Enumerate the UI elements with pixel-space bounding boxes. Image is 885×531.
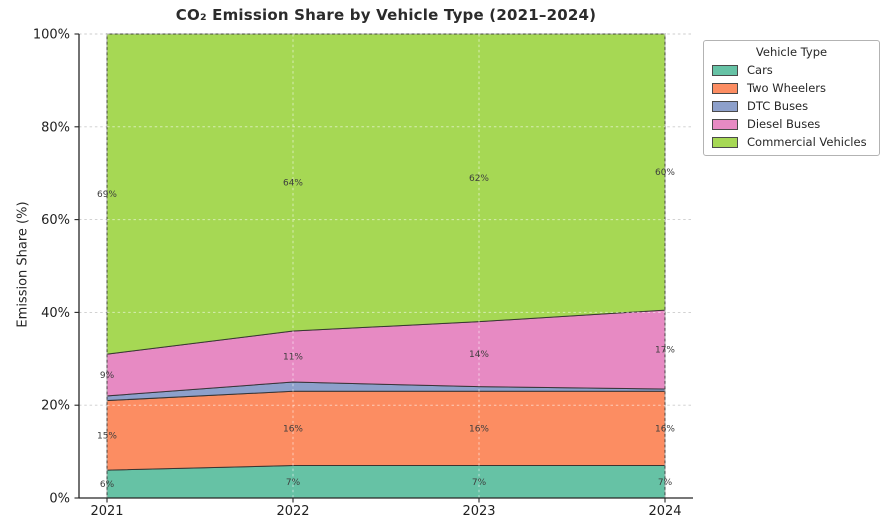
legend-swatch-two-wheelers (712, 82, 738, 94)
band-label-cars-2024: 7% (658, 478, 673, 488)
x-tick-label: 2023 (462, 504, 495, 519)
band-label-two-wheelers-2023: 16% (469, 424, 489, 434)
y-tick-label: 100% (33, 28, 70, 43)
area-commercial-vehicles (106, 33, 666, 355)
x-tick-label: 2022 (276, 504, 309, 519)
legend-swatch-dtc-buses (712, 100, 738, 112)
band-label-commercial-vehicles-2022: 64% (283, 178, 303, 188)
band-label-cars-2023: 7% (472, 478, 487, 488)
band-label-cars-2022: 7% (286, 478, 301, 488)
legend-label: DTC Buses (747, 99, 809, 113)
band-label-commercial-vehicles-2021: 69% (97, 190, 117, 200)
band-label-diesel-buses-2021: 9% (100, 371, 115, 381)
legend-label: Cars (747, 63, 773, 77)
legend-items: Cars Two Wheelers DTC Buses Diesel Buses Com… (712, 63, 871, 149)
axes: 0% 20% 40% 60% 80% 100% 2021 2022 2023 2024 (33, 28, 693, 519)
band-label-two-wheelers-2022: 16% (283, 424, 303, 434)
legend-item-cars: Cars (712, 63, 871, 77)
area-two-wheelers (106, 390, 666, 471)
legend-swatch-commercial-vehicles (712, 136, 738, 148)
x-tick-label: 2021 (90, 504, 123, 519)
band-label-diesel-buses-2022: 11% (283, 352, 303, 362)
legend-item-diesel-buses: Diesel Buses (712, 117, 871, 131)
band-label-two-wheelers-2024: 16% (655, 424, 675, 434)
legend: Vehicle Type Cars Two Wheelers DTC Buses Di… (703, 40, 880, 156)
y-tick-label: 20% (41, 399, 70, 414)
legend-swatch-cars (712, 64, 738, 76)
band-label-diesel-buses-2024: 17% (655, 346, 675, 356)
y-tick-label: 80% (41, 120, 70, 135)
legend-label: Commercial Vehicles (747, 135, 867, 149)
band-label-commercial-vehicles-2023: 62% (469, 174, 489, 184)
band-label-cars-2021: 6% (100, 480, 115, 490)
legend-item-dtc-buses: DTC Buses (712, 99, 871, 113)
areas (106, 33, 666, 499)
band-label-commercial-vehicles-2024: 60% (655, 168, 675, 178)
band-label-diesel-buses-2023: 14% (469, 350, 489, 360)
chart-title: CO₂ Emission Share by Vehicle Type (2021… (175, 6, 597, 24)
legend-item-commercial-vehicles: Commercial Vehicles (712, 135, 871, 149)
y-tick-label: 60% (41, 213, 70, 228)
y-tick-label: 40% (41, 306, 70, 321)
legend-title: Vehicle Type (755, 45, 828, 59)
legend-label: Diesel Buses (747, 117, 821, 131)
legend-swatch-diesel-buses (712, 118, 738, 130)
legend-item-two-wheelers: Two Wheelers (712, 81, 871, 95)
band-labels: 6% 7% 7% 7% 15% 16% 16% 16% 9% 11% 14% 17% 69% 64% 62%… (97, 168, 675, 490)
legend-label: Two Wheelers (747, 81, 827, 95)
y-tick-label: 0% (49, 492, 70, 507)
band-label-two-wheelers-2021: 15% (97, 431, 117, 441)
area-cars (106, 465, 666, 499)
x-tick-label: 2024 (648, 504, 681, 519)
